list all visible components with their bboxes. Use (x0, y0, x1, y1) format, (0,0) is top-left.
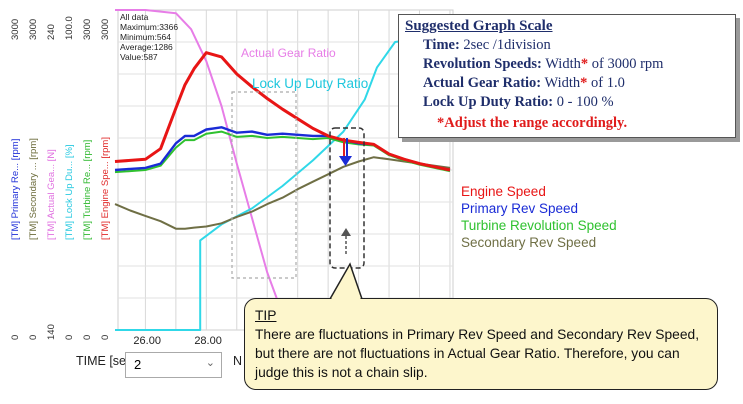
axis-max-label: 3000 (10, 19, 21, 40)
axis-max-label: 100.0 (64, 16, 75, 40)
scale-lockup-value: 0 - 100 % (553, 94, 614, 110)
series-lock-up-duty-ratio (115, 37, 450, 331)
scale-gear-value-b: of 1.0 (587, 75, 625, 91)
scale-rev-row: Revolution Speeds: Width* of 3000 rpm (423, 56, 663, 73)
axis-min-label: 0 (28, 335, 39, 340)
arrow-head-up (341, 228, 351, 236)
legend-secondary-rev-speed: Secondary Rev Speed (461, 235, 597, 250)
stats-min: Minimum:564 (120, 32, 172, 42)
scale-lockup-label: Lock Up Duty Ratio: (423, 94, 554, 110)
tip-body: There are fluctuations in Primary Rev Sp… (255, 327, 700, 380)
chevron-down-icon: ⌄ (205, 357, 215, 369)
axis-min-label: 0 (100, 335, 111, 340)
time-axis-label: TIME [sec] (76, 354, 136, 368)
arrow-head-down (339, 156, 352, 166)
highlight-box-left (231, 91, 297, 279)
legend-turbine-revolution-speed: Turbine Revolution Speed (461, 218, 617, 233)
scale-rev-value-b: of 3000 rpm (588, 56, 664, 72)
marker-arrows (339, 138, 352, 256)
scale-title: Suggested Graph Scale (405, 18, 553, 34)
axis-channel-label: [TM] Engine Spe... [rpm] (100, 137, 111, 240)
x-tick-label: 26.00 (133, 335, 161, 347)
axis-channel-label: [TM] Lock Up Du... [%] (64, 144, 75, 240)
suggested-scale-box: Suggested Graph Scale Time: 2sec /1divis… (398, 14, 736, 138)
axis-channel-label: [TM] Actual Gea... [N] (46, 149, 57, 240)
stats-line: All data (120, 12, 149, 22)
axis-channel-label: [TM] Primary Re... [rpm] (10, 139, 21, 240)
scale-lockup-row: Lock Up Duty Ratio: 0 - 100 % (423, 94, 614, 111)
scale-gear-label: Actual Gear Ratio: (423, 75, 542, 91)
series-actual-gear-ratio (115, 9, 299, 331)
scale-time-value: 2sec /1division (459, 37, 551, 53)
stats-value: Value:587 (120, 52, 158, 62)
series-secondary-rev-speed (114, 156, 451, 230)
axis-max-label: 3000 (100, 19, 111, 40)
tip-callout: TIP There are fluctuations in Primary Re… (244, 298, 718, 390)
stats-readout: All data Maximum:3366 Minimum:564 Averag… (120, 12, 178, 62)
time-scale-value: 2 (134, 357, 142, 372)
scale-gear-row: Actual Gear Ratio: Width* of 1.0 (423, 75, 625, 92)
axis-min-label: 0 (10, 335, 21, 340)
x-ticks: 26.00 28.00 (133, 335, 221, 347)
label-lock-up-duty-ratio: Lock Up Duty Ratio (252, 76, 369, 91)
scale-gear-asterisk: * (580, 75, 588, 91)
axis-panel-svg: 3000 3000 240 100.0 3000 3000 [TM] Primary Re… (10, 16, 111, 340)
axis-channel-label: [TM] Secondary ... [rpm] (28, 138, 39, 240)
axis-min-label: 0 (82, 335, 93, 340)
legend-primary-rev-speed: Primary Rev Speed (461, 201, 579, 216)
x-tick-label: 28.00 (194, 335, 222, 347)
axis-channel-label: [TM] Turbine Re... [rpm] (82, 140, 93, 240)
axis-min-label: 0 (64, 335, 75, 340)
legend-engine-speed: Engine Speed (461, 184, 546, 199)
scale-note: *Adjust the range accordingly. (437, 115, 628, 131)
scale-rev-value-a: Width (541, 56, 581, 72)
scale-rev-asterisk: * (580, 56, 589, 72)
scale-rev-label: Revolution Speeds: (423, 56, 542, 72)
axis-max-label: 240 (46, 24, 57, 40)
series-engine-speed (114, 51, 451, 172)
label-actual-gear-ratio: Actual Gear Ratio (241, 46, 336, 60)
axis-max-label: 3000 (28, 19, 39, 40)
scale-gear-value-a: Width (541, 75, 581, 91)
axis-min-labels: 0 0 140 0 0 0 (10, 324, 111, 340)
tip-title: TIP (255, 308, 277, 323)
highlight-box-right (329, 127, 365, 269)
time-scale-select[interactable]: 2 ⌄ (125, 352, 222, 378)
axis-min-label: 140 (46, 324, 57, 340)
axis-max-labels: 3000 3000 240 100.0 3000 3000 (10, 16, 111, 40)
axis-max-label: 3000 (82, 19, 93, 40)
axis-panel: 3000 3000 240 100.0 3000 3000 [TM] Primary Re… (8, 10, 116, 346)
series-group (114, 9, 451, 331)
scale-time-row: Time: 2sec /1division (423, 37, 551, 54)
axis-channel-labels: [TM] Primary Re... [rpm] [TM] Secondary .… (10, 137, 111, 240)
stats-avg: Average:1286 (120, 42, 173, 52)
stats-max: Maximum:3366 (120, 22, 179, 32)
scale-time-label: Time: (423, 37, 460, 53)
